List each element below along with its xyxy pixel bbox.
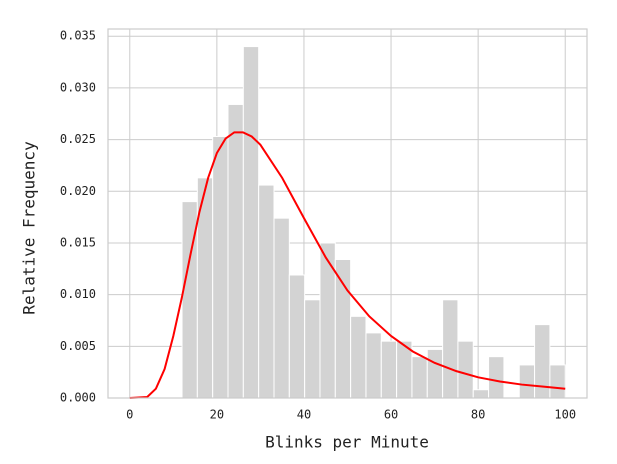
bar [518, 364, 536, 399]
bar [212, 135, 229, 399]
fit-curve [129, 131, 566, 399]
bar [488, 356, 505, 399]
x-tick-label: 0 [126, 408, 133, 422]
y-tick-label: 0.020 [60, 184, 96, 198]
y-axis-title: Relative Frequency [20, 141, 39, 315]
x-tick-label: 100 [554, 408, 576, 422]
y-tick-label: 0.000 [60, 391, 96, 405]
y-tick-label: 0.035 [60, 29, 96, 43]
bar [411, 356, 428, 399]
x-tick-label: 40 [297, 408, 311, 422]
plot-frame [107, 28, 588, 399]
bar [288, 274, 306, 399]
bar [334, 258, 352, 399]
bar [365, 332, 382, 399]
bar [304, 299, 321, 399]
bar [472, 389, 490, 399]
bar [549, 364, 566, 399]
bar [319, 242, 336, 399]
x-tick-label: 20 [210, 408, 224, 422]
bar [350, 315, 367, 399]
y-tick-label: 0.005 [60, 339, 96, 353]
y-tick-label: 0.015 [60, 235, 96, 249]
y-tick-label: 0.030 [60, 80, 96, 94]
bar [258, 184, 275, 399]
bar [242, 46, 260, 399]
bar [457, 340, 474, 399]
bar [442, 299, 459, 399]
y-tick-label: 0.025 [60, 132, 96, 146]
x-tick-label: 80 [471, 408, 485, 422]
bar [380, 340, 398, 399]
y-tick-label: 0.010 [60, 287, 96, 301]
x-tick-label: 60 [384, 408, 398, 422]
bar [273, 217, 290, 399]
x-axis-title: Blinks per Minute [265, 433, 429, 452]
bar [426, 348, 444, 399]
bar [227, 103, 244, 399]
